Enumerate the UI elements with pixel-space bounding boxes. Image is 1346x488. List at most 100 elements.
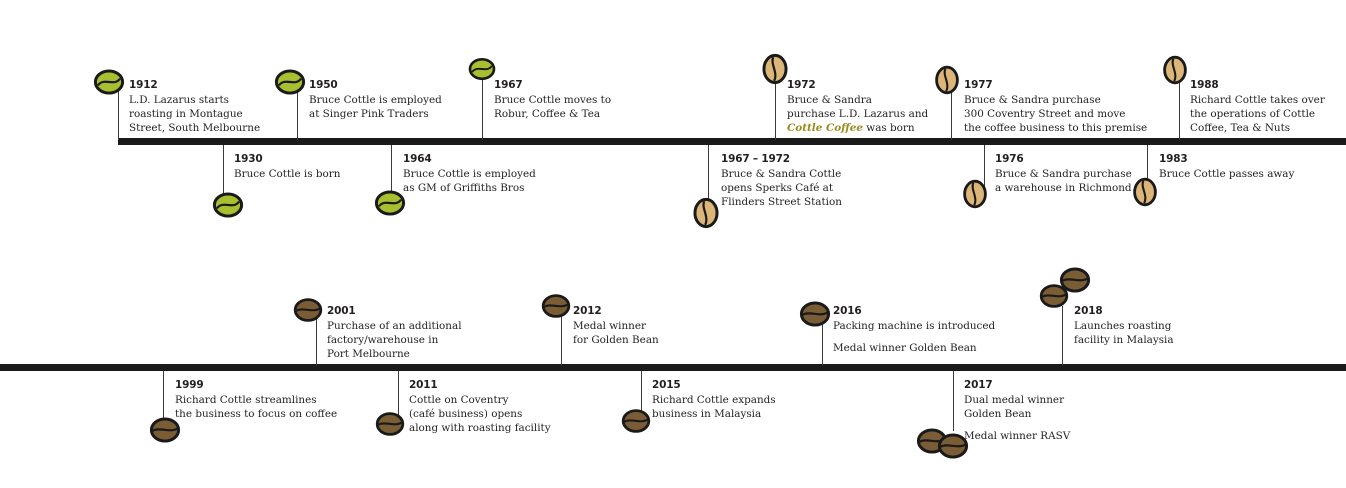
dark-coffee-bean-icon: [292, 294, 324, 326]
event-text: Richard Cottle takes over: [1190, 94, 1325, 106]
event-2016: 2016 Packing machine is introduced Medal…: [833, 304, 995, 355]
event-2012: 2012 Medal winner for Golden Bean: [573, 304, 659, 347]
event-text: Bruce & Sandra: [787, 94, 872, 106]
event-text: as GM of Griffiths Bros: [403, 182, 525, 194]
event-1972: 1972 Bruce & Sandra purchase L.D. Lazaru…: [787, 78, 928, 135]
green-coffee-bean-icon: [273, 67, 307, 97]
event-1930: 1930 Bruce Cottle is born: [234, 152, 340, 181]
event-text: along with roasting facility: [409, 422, 551, 434]
timeline-bottom: [0, 364, 1346, 371]
event-year: 2016: [833, 305, 862, 317]
event-text: business in Malaysia: [652, 408, 762, 420]
event-2001: 2001 Purchase of an additional factory/w…: [327, 304, 462, 361]
event-text: Coffee, Tea & Nuts: [1190, 122, 1291, 134]
green-coffee-bean-icon: [467, 52, 497, 86]
light-coffee-bean-icon: [958, 178, 992, 210]
event-text: Golden Bean: [964, 408, 1032, 420]
event-year: 2001: [327, 305, 356, 317]
event-year: 2017: [964, 379, 993, 391]
event-text: Robur, Coffee & Tea: [494, 108, 601, 120]
light-coffee-bean-icon: [692, 196, 720, 230]
stem-1964: [391, 145, 392, 197]
event-text: (café business) opens: [409, 408, 523, 420]
stem-2012: [561, 310, 562, 366]
event-1964: 1964 Bruce Cottle is employed as GM of G…: [403, 152, 536, 195]
dark-coffee-bean-icon: [374, 408, 406, 440]
event-text: Launches roasting: [1074, 320, 1172, 332]
event-text: the coffee business to this premise: [964, 122, 1148, 134]
event-1988: 1988 Richard Cottle takes over the opera…: [1190, 78, 1325, 135]
event-text: factory/warehouse in: [327, 334, 439, 346]
event-2015: 2015 Richard Cottle expands business in …: [652, 378, 776, 421]
stem-1950: [297, 88, 298, 140]
stem-1967-1972: [708, 145, 709, 205]
event-text: Packing machine is introduced: [833, 320, 996, 332]
stem-2016: [822, 318, 823, 366]
event-text: Bruce & Sandra purchase: [964, 94, 1101, 106]
dark-coffee-bean-icon: [540, 290, 572, 322]
stem-1999: [163, 371, 164, 423]
event-1999: 1999 Richard Cottle streamlines the busi…: [175, 378, 337, 421]
green-coffee-bean-icon: [211, 190, 245, 220]
light-coffee-bean-icon: [1128, 176, 1162, 208]
event-year: 1912: [129, 79, 158, 91]
stem-1912: [118, 88, 119, 140]
stem-1972: [775, 80, 776, 140]
stem-1977: [951, 88, 952, 140]
event-text: Purchase of an additional: [327, 320, 462, 332]
stem-1976: [984, 145, 985, 190]
event-text: purchase L.D. Lazarus and: [787, 108, 929, 120]
event-text: Bruce Cottle is employed: [403, 168, 536, 180]
event-year: 1977: [964, 79, 993, 91]
event-text: opens Sperks Café at: [721, 182, 834, 194]
timeline-top: [118, 138, 1346, 145]
event-2011: 2011 Cottle on Coventry (café business) …: [409, 378, 551, 435]
dark-coffee-bean-icon: [1038, 280, 1070, 312]
event-year: 1972: [787, 79, 816, 91]
event-text: Richard Cottle streamlines: [175, 394, 317, 406]
event-text: Medal winner RASV: [964, 430, 1071, 442]
event-year: 1988: [1190, 79, 1219, 91]
light-coffee-bean-icon: [761, 52, 789, 86]
stem-1988: [1179, 80, 1180, 140]
event-year: 2012: [573, 305, 602, 317]
event-1967: 1967 Bruce Cottle moves to Robur, Coffee…: [494, 78, 611, 121]
event-1983: 1983 Bruce Cottle passes away: [1159, 152, 1294, 181]
event-1912: 1912 L.D. Lazarus starts roasting in Mon…: [129, 78, 260, 135]
event-text: the operations of Cottle: [1190, 108, 1316, 120]
event-year: 1967: [494, 79, 523, 91]
event-year: 2018: [1074, 305, 1103, 317]
event-text: Street, South Melbourne: [129, 122, 261, 134]
event-year: 1964: [403, 153, 432, 165]
stem-2001: [316, 312, 317, 366]
event-1977: 1977 Bruce & Sandra purchase 300 Coventr…: [964, 78, 1147, 135]
event-year: 1930: [234, 153, 263, 165]
event-text: roasting in Montague: [129, 108, 243, 120]
event-text: Bruce Cottle moves to: [494, 94, 612, 106]
green-coffee-bean-icon: [92, 67, 126, 97]
event-text: Port Melbourne: [327, 348, 410, 360]
event-text: Bruce & Sandra purchase: [995, 168, 1132, 180]
event-text: Dual medal winner: [964, 394, 1065, 406]
cottle-coffee-brand: Cottle Coffee: [787, 122, 863, 134]
event-1976: 1976 Bruce & Sandra purchase a warehouse…: [995, 152, 1132, 195]
event-text: Bruce & Sandra Cottle: [721, 168, 842, 180]
event-year: 2011: [409, 379, 438, 391]
event-year: 1999: [175, 379, 204, 391]
event-text: Medal winner: [573, 320, 646, 332]
event-text: L.D. Lazarus starts: [129, 94, 230, 106]
event-text: Medal winner Golden Bean: [833, 342, 977, 354]
event-text: 300 Coventry Street and move: [964, 108, 1126, 120]
stem-1930: [223, 145, 224, 197]
event-text: Cottle on Coventry: [409, 394, 509, 406]
event-text: Cottle Coffee was born: [787, 121, 928, 135]
event-text: Richard Cottle expands: [652, 394, 776, 406]
event-text: a warehouse in Richmond: [995, 182, 1132, 194]
green-coffee-bean-icon: [373, 188, 407, 218]
event-2018: 2018 Launches roasting facility in Malay…: [1074, 304, 1174, 347]
event-year: 1967 – 1972: [721, 153, 790, 165]
event-year: 1976: [995, 153, 1024, 165]
event-text: Flinders Street Station: [721, 196, 842, 208]
event-text: for Golden Bean: [573, 334, 659, 346]
event-2017: 2017 Dual medal winner Golden Bean Medal…: [964, 378, 1070, 443]
